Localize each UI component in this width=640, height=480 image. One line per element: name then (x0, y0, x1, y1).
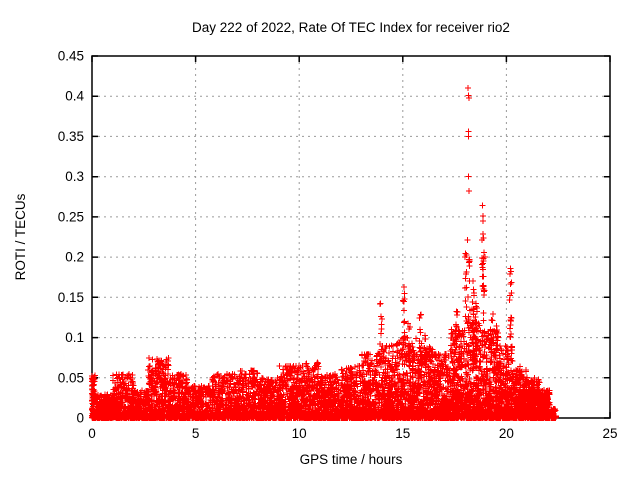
grid-layer (92, 56, 610, 418)
y-axis-label: ROTI / TECUs (13, 193, 28, 280)
y-tick-label: 0.4 (65, 89, 84, 104)
x-tick-label: 10 (292, 426, 307, 441)
y-tick-label: 0 (76, 411, 84, 426)
y-tick-label: 0.15 (58, 290, 84, 305)
data-points-roti-series (89, 85, 559, 421)
y-tick-label: 0.35 (58, 129, 84, 144)
y-tick-label: 0.1 (65, 330, 84, 345)
gridline-set (92, 56, 610, 418)
y-tick-label: 0.05 (58, 370, 84, 385)
y-tick-label: 0.45 (58, 49, 84, 64)
x-tick-label: 15 (395, 426, 410, 441)
x-tick-label: 5 (192, 426, 200, 441)
x-tick-label: 0 (88, 426, 96, 441)
roti-plus-markers (89, 85, 559, 421)
y-tick-labels: 0 0.05 0.1 0.15 0.2 0.25 0.3 0.35 0.4 0.45 (58, 49, 85, 426)
x-axis-label: GPS time / hours (300, 452, 403, 467)
y-tick-label: 0.2 (65, 250, 84, 265)
x-tick-label: 20 (499, 426, 514, 441)
y-tick-label: 0.3 (65, 169, 84, 184)
x-tick-labels: 0 5 10 15 20 25 (88, 426, 617, 441)
x-tick-label: 25 (602, 426, 617, 441)
y-tick-label: 0.25 (58, 209, 84, 224)
plot-border (91, 55, 611, 419)
chart-title: Day 222 of 2022, Rate Of TEC Index for r… (192, 20, 510, 35)
tick-marks (91, 55, 611, 419)
tick-mark-set (91, 55, 611, 419)
